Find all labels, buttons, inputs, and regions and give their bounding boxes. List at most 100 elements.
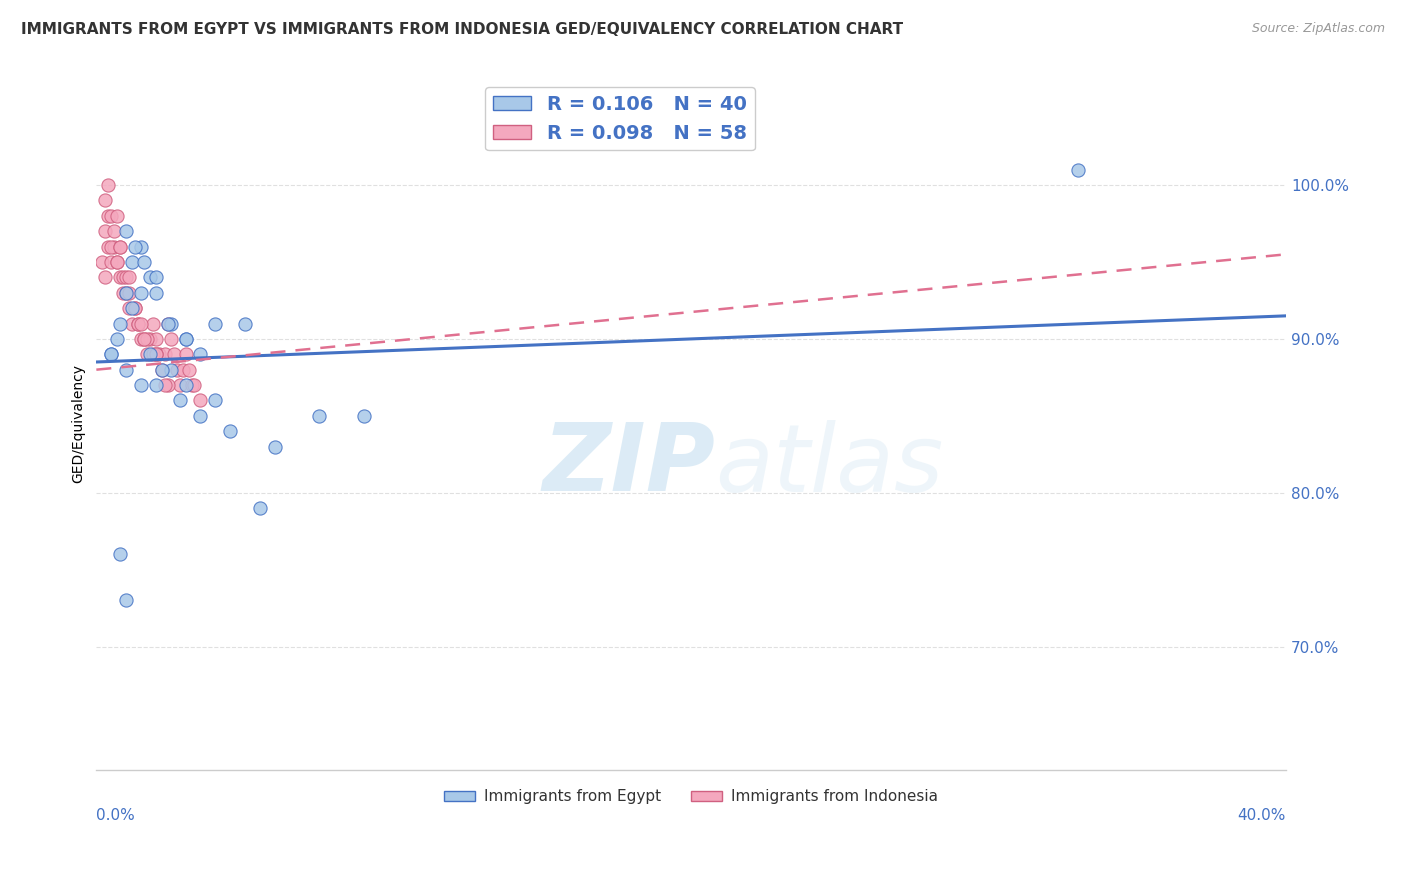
Text: 40.0%: 40.0%	[1237, 808, 1286, 823]
Point	[115, 285, 138, 300]
Point	[142, 317, 165, 331]
Point	[139, 270, 162, 285]
Point	[129, 285, 152, 300]
Text: IMMIGRANTS FROM EGYPT VS IMMIGRANTS FROM INDONESIA GED/EQUIVALENCY CORRELATION C: IMMIGRANTS FROM EGYPT VS IMMIGRANTS FROM…	[21, 22, 903, 37]
Point	[145, 347, 167, 361]
Point	[148, 347, 170, 361]
Text: atlas: atlas	[714, 419, 943, 510]
Point	[100, 239, 122, 253]
Point	[100, 347, 122, 361]
Point	[172, 362, 194, 376]
Point	[100, 347, 122, 361]
Point	[112, 285, 135, 300]
Point	[159, 317, 181, 331]
Point	[124, 301, 146, 315]
Point	[150, 362, 173, 376]
Point	[103, 224, 125, 238]
Point	[159, 362, 181, 376]
Text: Source: ZipAtlas.com: Source: ZipAtlas.com	[1251, 22, 1385, 36]
Point	[150, 362, 173, 376]
Point	[145, 285, 167, 300]
Point	[132, 332, 155, 346]
Point	[174, 332, 197, 346]
Point	[174, 378, 197, 392]
Point	[183, 378, 205, 392]
Point	[97, 209, 120, 223]
Point	[129, 317, 152, 331]
Point	[139, 347, 162, 361]
Point	[94, 224, 117, 238]
Point	[118, 270, 141, 285]
Point	[118, 301, 141, 315]
Point	[108, 239, 131, 253]
Point	[103, 239, 125, 253]
Point	[156, 317, 179, 331]
Point	[115, 285, 138, 300]
Point	[132, 255, 155, 269]
Point	[127, 317, 149, 331]
Point	[135, 347, 157, 361]
Point	[100, 209, 122, 223]
Point	[129, 378, 152, 392]
Point	[156, 378, 179, 392]
Point	[166, 362, 188, 376]
Point	[163, 347, 186, 361]
Point	[97, 239, 120, 253]
Point	[108, 270, 131, 285]
Point	[139, 332, 162, 346]
Point	[129, 332, 152, 346]
Point	[115, 362, 138, 376]
Point	[97, 178, 120, 193]
Point	[135, 332, 157, 346]
Point	[153, 347, 176, 361]
Point	[204, 317, 226, 331]
Point	[180, 378, 202, 392]
Point	[159, 332, 181, 346]
Point	[174, 332, 197, 346]
Point	[132, 332, 155, 346]
Point	[174, 347, 197, 361]
Point	[190, 409, 212, 423]
Text: ZIP: ZIP	[543, 419, 714, 511]
Point	[118, 285, 141, 300]
Point	[115, 270, 138, 285]
Point	[204, 393, 226, 408]
Point	[100, 255, 122, 269]
Point	[121, 317, 143, 331]
Point	[108, 547, 131, 561]
Point	[1067, 162, 1090, 177]
Point	[115, 593, 138, 607]
Point	[105, 332, 128, 346]
Point	[108, 239, 131, 253]
Point	[145, 347, 167, 361]
Point	[145, 270, 167, 285]
Point	[308, 409, 330, 423]
Point	[169, 393, 191, 408]
Point	[153, 378, 176, 392]
Point	[129, 239, 152, 253]
Point	[177, 362, 200, 376]
Point	[249, 501, 271, 516]
Point	[263, 440, 285, 454]
Y-axis label: GED/Equivalency: GED/Equivalency	[72, 364, 86, 483]
Point	[105, 255, 128, 269]
Point	[156, 317, 179, 331]
Point	[353, 409, 375, 423]
Point	[94, 270, 117, 285]
Point	[169, 378, 191, 392]
Point	[145, 332, 167, 346]
Text: 0.0%: 0.0%	[97, 808, 135, 823]
Point	[94, 194, 117, 208]
Legend: Immigrants from Egypt, Immigrants from Indonesia: Immigrants from Egypt, Immigrants from I…	[439, 783, 945, 811]
Point	[190, 393, 212, 408]
Point	[142, 347, 165, 361]
Point	[190, 347, 212, 361]
Point	[124, 239, 146, 253]
Point	[124, 301, 146, 315]
Point	[115, 224, 138, 238]
Point	[145, 378, 167, 392]
Point	[121, 301, 143, 315]
Point	[105, 209, 128, 223]
Point	[233, 317, 256, 331]
Point	[127, 317, 149, 331]
